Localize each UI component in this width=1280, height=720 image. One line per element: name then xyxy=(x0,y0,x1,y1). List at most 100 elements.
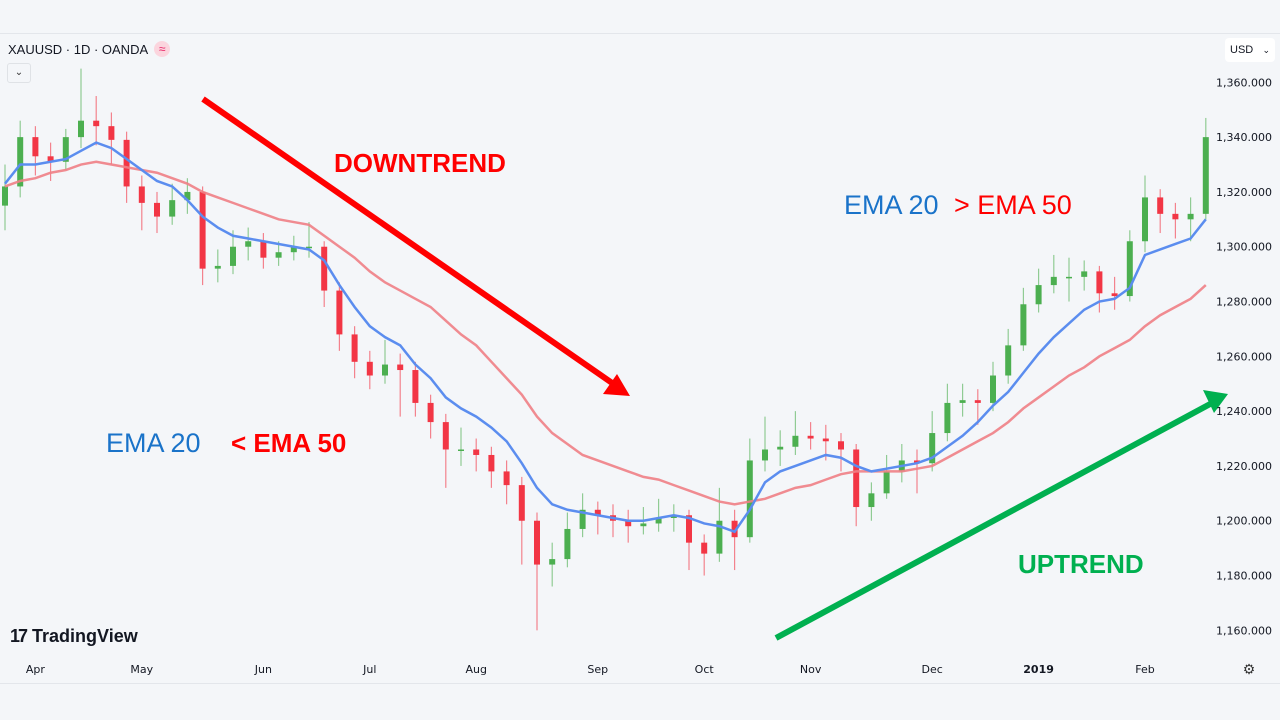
downtrend-arrow xyxy=(201,96,617,388)
price-tick-label: 1,200.000 xyxy=(1216,515,1272,528)
ema50-below-label: < EMA 50 xyxy=(231,428,347,458)
candle-body xyxy=(427,402,434,423)
candle-body xyxy=(822,438,829,442)
candle xyxy=(93,96,100,146)
candle-body xyxy=(1202,137,1209,214)
candle xyxy=(762,416,768,472)
candle xyxy=(199,186,206,286)
chevron-down-icon: ⌄ xyxy=(1262,44,1270,55)
currency-value: USD xyxy=(1230,44,1254,56)
candle-body xyxy=(412,370,419,403)
time-tick-label: Jun xyxy=(254,663,272,676)
approx-equal-icon[interactable]: ≈ xyxy=(154,41,171,57)
candle-body xyxy=(488,454,495,472)
candle xyxy=(17,120,24,198)
uptrend-arrow xyxy=(774,400,1214,641)
candle-body xyxy=(1005,345,1012,376)
candle-body xyxy=(1172,213,1179,220)
candle xyxy=(397,353,404,417)
candle-body xyxy=(78,120,84,138)
candle xyxy=(1142,175,1148,253)
candle xyxy=(62,128,69,171)
candle xyxy=(716,487,723,562)
tradingview-logo[interactable]: 17 TradingView xyxy=(10,626,138,647)
candle xyxy=(1126,230,1133,302)
candle xyxy=(321,241,328,308)
candle-body xyxy=(275,252,282,258)
candle-body xyxy=(974,400,981,403)
candle-body xyxy=(777,446,784,450)
ema50-line xyxy=(4,160,1207,506)
candle-body xyxy=(32,137,39,157)
candle-body xyxy=(762,449,768,461)
candle-body xyxy=(458,449,464,451)
candle xyxy=(990,361,996,412)
candle-body xyxy=(503,471,510,486)
candle xyxy=(245,227,252,261)
ema20-above-label: EMA 20 xyxy=(844,190,939,220)
ema20-line xyxy=(4,141,1207,534)
candle xyxy=(929,411,936,472)
price-tick-label: 1,180.000 xyxy=(1216,570,1272,583)
candle-body xyxy=(366,361,373,376)
candle-body xyxy=(1096,271,1103,294)
candle xyxy=(503,460,510,505)
price-tick-label: 1,320.000 xyxy=(1216,186,1272,199)
collapse-legend-button[interactable]: ⌄ xyxy=(7,63,31,83)
candle xyxy=(1066,257,1072,302)
candle xyxy=(442,413,449,488)
candle-body xyxy=(990,375,996,403)
candle-body xyxy=(382,364,388,376)
candle xyxy=(260,233,267,269)
candle-body xyxy=(701,542,708,554)
price-tick-label: 1,340.000 xyxy=(1216,131,1272,144)
candles-layer xyxy=(2,68,1209,631)
candle-body xyxy=(731,520,738,538)
candle-body xyxy=(397,364,404,371)
candle xyxy=(458,427,464,466)
candle-body xyxy=(959,400,966,403)
candle xyxy=(549,542,556,587)
candle xyxy=(1157,189,1164,234)
candle xyxy=(534,512,540,631)
candle-body xyxy=(929,433,936,464)
price-tick-label: 1,220.000 xyxy=(1216,460,1272,473)
candle-body xyxy=(594,509,601,516)
candle-body xyxy=(1066,276,1072,279)
candle xyxy=(473,438,480,472)
time-tick-label: Oct xyxy=(695,663,715,676)
candle xyxy=(777,430,784,466)
candle xyxy=(594,501,601,535)
time-tick-label: Nov xyxy=(800,663,822,676)
symbol-text: XAUUSD · 1D · OANDA xyxy=(8,41,149,57)
candle xyxy=(883,454,890,499)
downtrend-label: DOWNTREND xyxy=(334,148,506,178)
candle xyxy=(1020,287,1027,351)
candle xyxy=(427,394,434,439)
top-divider xyxy=(0,33,1280,34)
symbol-legend[interactable]: XAUUSD · 1D · OANDA ≈ xyxy=(8,41,171,57)
candle-body xyxy=(838,441,844,450)
downtrend-arrowhead xyxy=(603,374,630,396)
uptrend-arrowhead xyxy=(1203,390,1228,413)
candle xyxy=(807,422,814,450)
candle-body xyxy=(230,246,236,266)
time-tick-label: May xyxy=(130,663,153,676)
candle xyxy=(838,433,844,472)
candle-body xyxy=(625,520,632,527)
candle-body xyxy=(1035,285,1042,305)
candle xyxy=(610,504,616,538)
candle-body xyxy=(473,449,480,455)
candle xyxy=(154,191,160,234)
currency-select[interactable]: USD ⌄ xyxy=(1225,38,1275,62)
candle xyxy=(275,241,282,266)
candle-body xyxy=(47,156,54,162)
candle xyxy=(1005,328,1012,384)
bottom-divider xyxy=(0,683,1280,684)
candle xyxy=(351,326,358,379)
candle-body xyxy=(716,520,723,554)
candle-body xyxy=(2,186,8,206)
settings-gear-icon[interactable]: ⚙ xyxy=(1242,661,1256,677)
candle xyxy=(1187,197,1194,242)
